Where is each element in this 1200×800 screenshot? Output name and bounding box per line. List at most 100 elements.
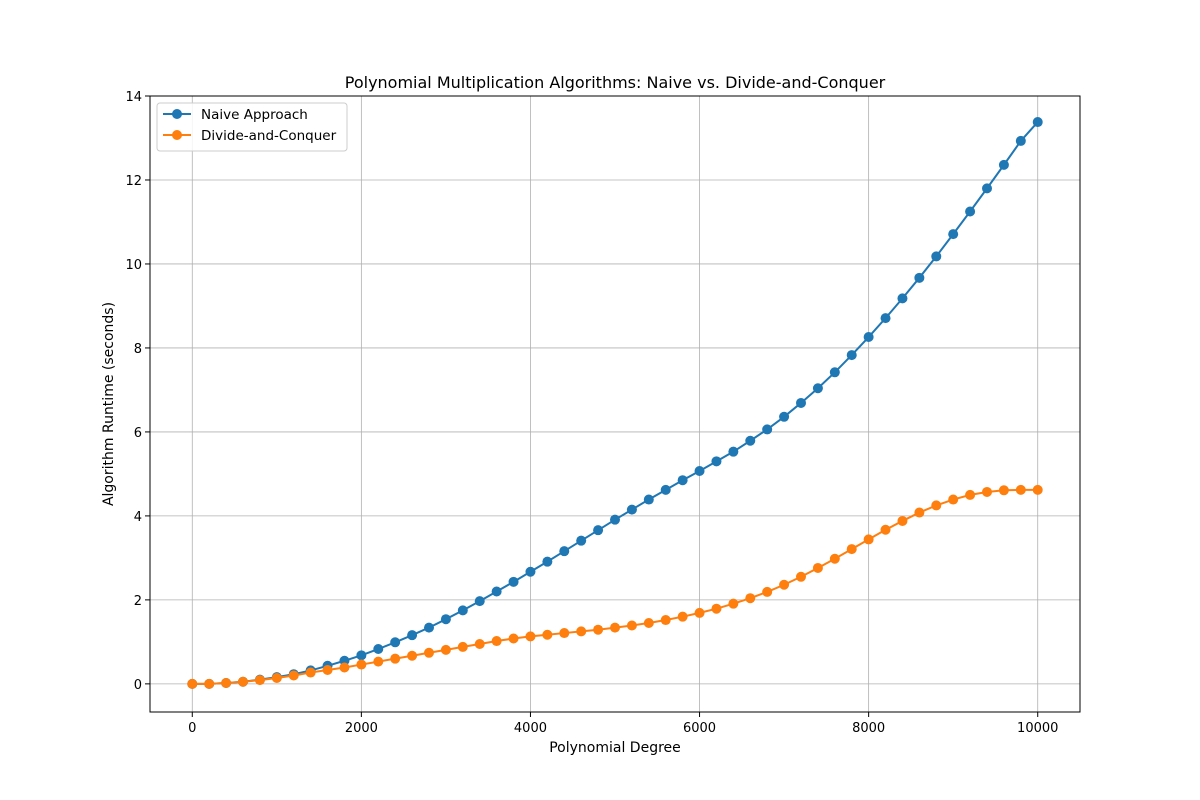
data-point [356,650,367,661]
data-point [965,489,976,500]
data-point [407,650,418,661]
data-point [931,251,942,262]
chart-title: Polynomial Multiplication Algorithms: Na… [345,73,886,92]
x-tick-label: 6000 [683,721,716,736]
data-point [812,562,823,573]
data-point [880,313,891,324]
data-point [863,332,874,343]
x-tick-label: 8000 [852,721,885,736]
x-tick-label: 0 [188,721,196,736]
data-point [846,350,857,361]
data-point [948,494,959,505]
data-point [491,636,502,647]
grid [150,95,1080,712]
y-tick-label: 6 [134,426,142,441]
data-point [711,456,722,467]
data-point [576,626,587,637]
data-point [288,670,299,681]
data-point [254,675,265,686]
data-point [1032,484,1043,495]
data-point [1015,135,1026,146]
y-tick-label: 10 [125,258,142,273]
data-point [829,553,840,564]
data-point [322,665,333,676]
data-point [643,617,654,628]
y-tick-label: 4 [134,510,142,525]
data-point [677,475,688,486]
series-divide-and-conquer [187,484,1043,689]
data-point [948,229,959,240]
data-point [863,534,874,545]
data-point [221,678,232,689]
data-point [457,605,468,616]
data-point [998,485,1009,496]
x-tick-label: 2000 [345,721,378,736]
data-point [643,494,654,505]
data-point [1015,484,1026,495]
data-point [525,566,536,577]
data-point [829,367,840,378]
data-point [965,206,976,217]
data-point [914,272,925,283]
data-point [474,596,485,607]
data-point [373,644,384,655]
data-point [424,622,434,633]
data-point [812,383,823,394]
data-point [982,183,992,194]
data-point [593,624,604,635]
data-point [626,504,637,515]
legend-item: Naive Approach [163,107,308,123]
data-point [424,647,434,658]
legend-swatch-marker [172,109,182,119]
data-point [440,644,451,655]
legend-label: Divide-and-Conquer [201,128,337,144]
data-point [762,424,773,435]
series-layer [187,117,1043,689]
y-tick-label: 2 [134,594,142,609]
data-point [728,446,739,457]
data-point [694,607,705,618]
legend-label: Naive Approach [201,107,308,123]
data-point [846,544,857,555]
data-point [982,486,992,497]
data-point [390,653,401,664]
data-point [610,622,620,633]
data-point [914,507,925,518]
data-point [508,576,519,587]
data-point [440,614,451,625]
data-point [339,662,350,673]
data-point [238,676,248,687]
data-point [779,411,790,422]
data-point [390,637,401,648]
data-point [745,593,756,604]
data-point [796,397,806,408]
data-point [610,514,620,525]
y-tick-label: 14 [125,90,142,105]
data-point [204,678,215,689]
data-point [711,603,722,614]
data-point [745,435,756,446]
data-point [187,678,198,689]
data-point [542,556,553,567]
legend: Naive Approach Divide-and-Conquer [156,102,348,152]
y-tick-label: 8 [134,342,142,357]
x-axis-label: Polynomial Degree [549,740,681,756]
y-tick-label: 12 [125,174,142,189]
y-axis: 0 2 4 6 8 10 12 14 [125,90,150,693]
series-naive-approach [187,117,1043,689]
data-point [559,628,570,639]
data-point [474,638,485,649]
data-point [660,615,671,626]
data-point [593,525,604,536]
data-point [356,659,367,670]
data-point [660,484,671,495]
data-point [762,586,773,597]
data-point [694,465,705,476]
x-tick-label: 4000 [514,721,547,736]
data-point [508,633,519,644]
x-axis: 0 2000 4000 6000 8000 10000 [188,712,1058,736]
y-tick-label: 0 [134,678,142,693]
data-point [457,641,468,652]
